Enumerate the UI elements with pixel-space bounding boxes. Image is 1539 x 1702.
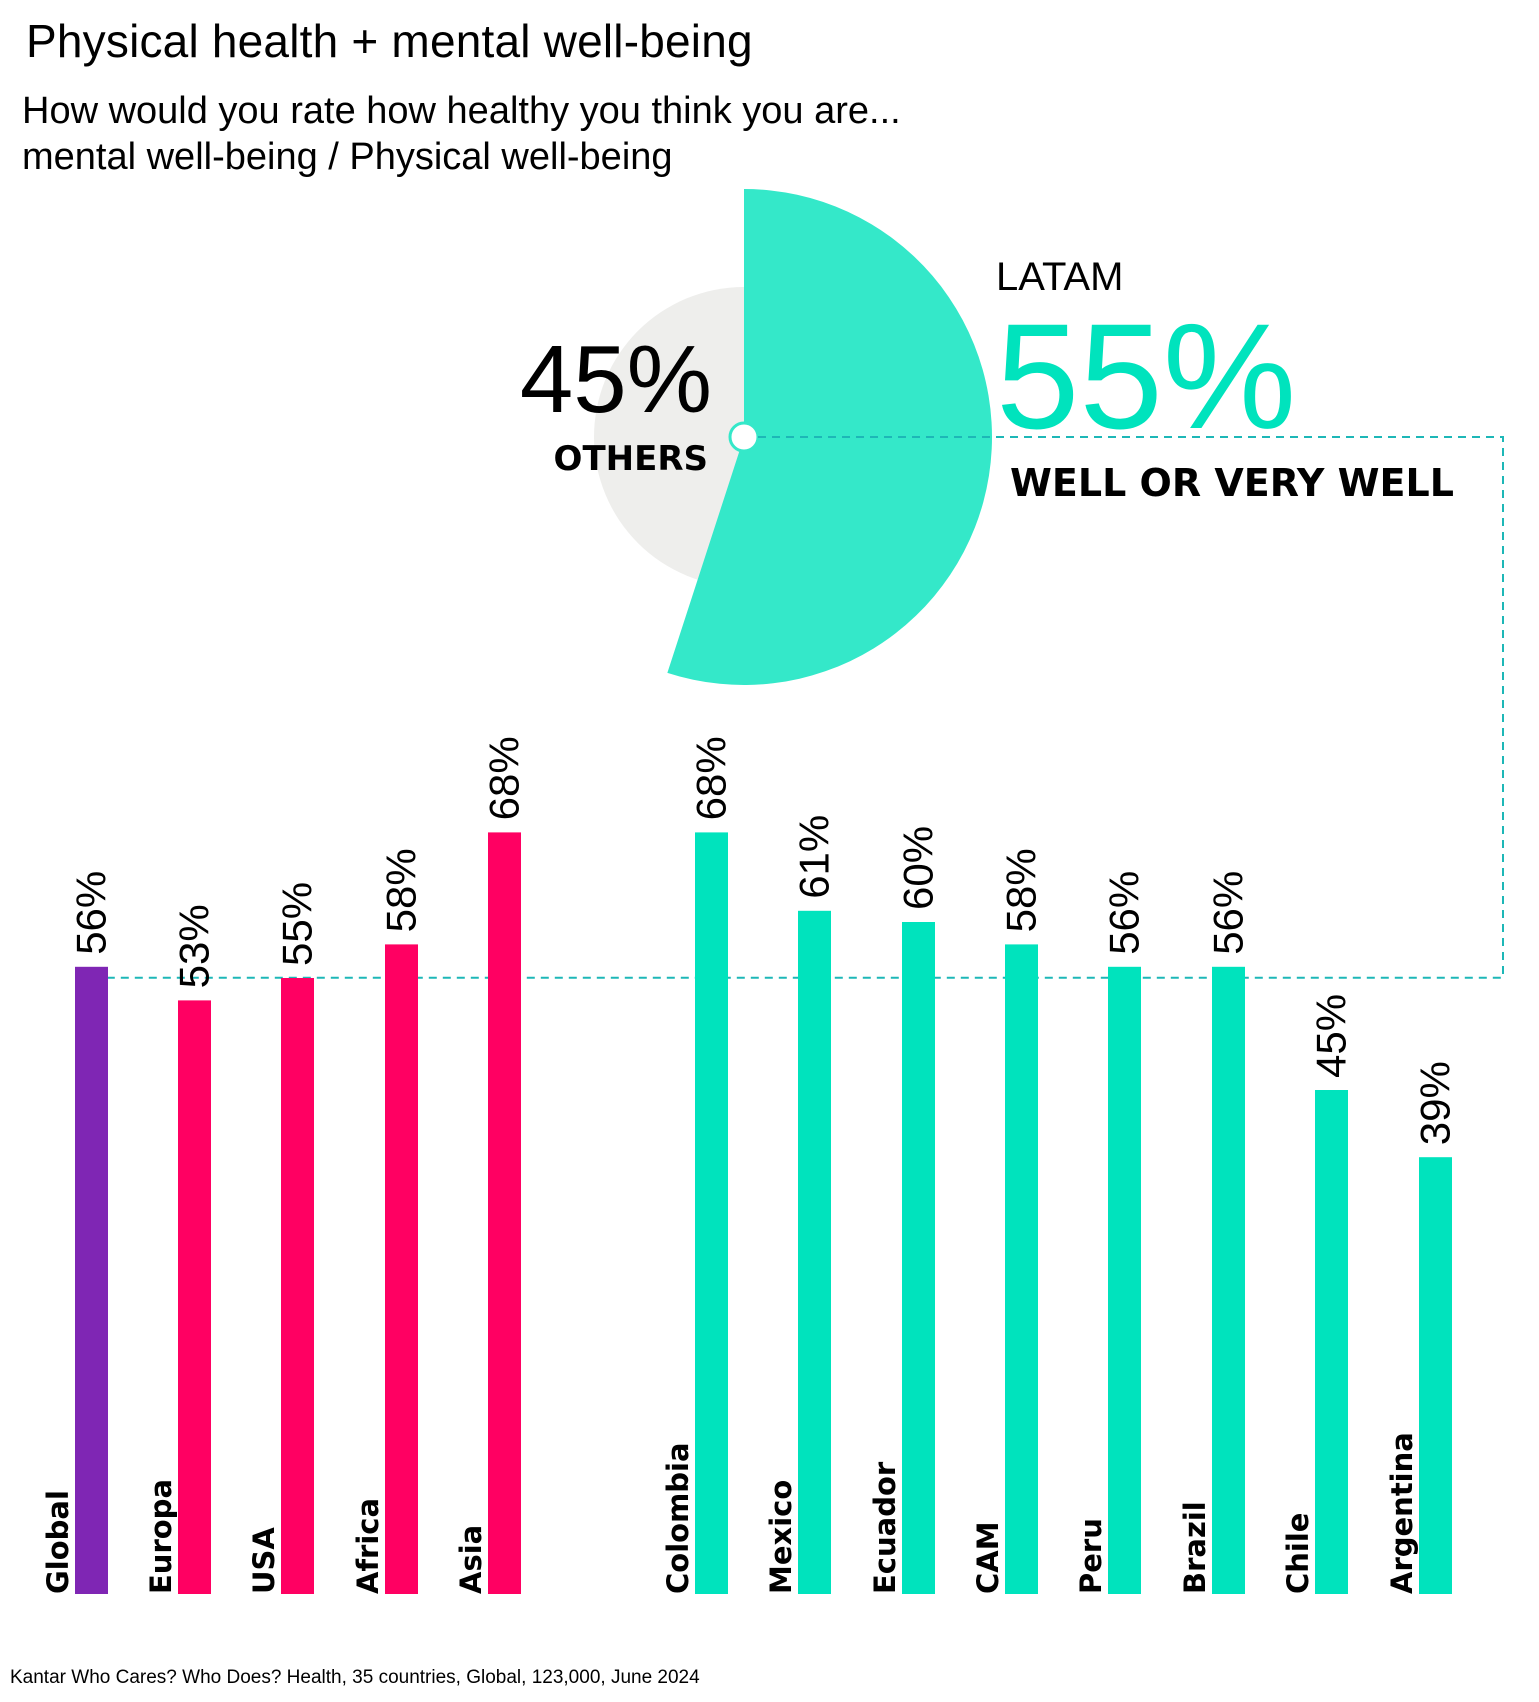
chart-subtitle-line2: mental well-being / Physical well-being <box>22 136 673 178</box>
bar-value-label: 56% <box>1205 871 1252 955</box>
bar-argentina <box>1419 1157 1452 1594</box>
category-label: Chile <box>1281 1513 1315 1594</box>
category-label: Ecuador <box>868 1461 902 1594</box>
bar-value-label: 61% <box>791 815 838 899</box>
category-label: Peru <box>1074 1518 1108 1594</box>
bar-value-label: 45% <box>1308 994 1355 1078</box>
bar-value-label: 68% <box>688 736 735 820</box>
category-label: Africa <box>351 1498 385 1594</box>
bar-europa <box>178 1000 211 1594</box>
category-label: Asia <box>454 1525 488 1594</box>
bar-value-label: 56% <box>68 871 115 955</box>
chart-subtitle-line1: How would you rate how healthy you think… <box>22 90 901 132</box>
bar-asia <box>488 832 521 1594</box>
bar-peru <box>1108 966 1141 1594</box>
category-label: Brazil <box>1178 1501 1212 1594</box>
bar-colombia <box>695 832 728 1594</box>
bar-value-label: 58% <box>998 848 1045 932</box>
bar-chart: 56% Global 53% Europa 55% USA 58% Africa 68% Asia… <box>41 736 1459 1594</box>
latam-region-label: LATAM <box>996 255 1123 299</box>
others-name-label: OTHERS <box>554 439 708 479</box>
reference-dashed-line <box>108 436 1504 979</box>
category-label: Mexico <box>764 1480 798 1594</box>
category-label: CAM <box>971 1521 1005 1594</box>
latam-percent-label: 55% <box>996 292 1296 460</box>
chart-title: Physical health + mental well-being <box>26 15 753 67</box>
category-label: Global <box>41 1490 75 1594</box>
latam-name-label: WELL OR VERY WELL <box>1010 461 1454 505</box>
bar-ecuador <box>902 922 935 1594</box>
category-label: USA <box>247 1527 281 1594</box>
bar-global <box>75 966 108 1594</box>
bar-value-label: 53% <box>171 904 218 988</box>
source-footnote: Kantar Who Cares? Who Does? Health, 35 c… <box>10 1667 700 1688</box>
bar-chile <box>1315 1090 1348 1594</box>
bar-value-label: 39% <box>1412 1061 1459 1145</box>
connector-dashed-line <box>108 436 1504 979</box>
pie-center-dot <box>728 421 760 453</box>
bar-usa <box>281 978 314 1594</box>
bar-value-label: 60% <box>895 826 942 910</box>
bar-value-label: 68% <box>481 736 528 820</box>
bar-cam <box>1005 944 1038 1594</box>
others-percent-label: 45% <box>520 326 712 433</box>
category-label: Colombia <box>661 1442 695 1594</box>
bar-brazil <box>1212 966 1245 1594</box>
category-label: Europa <box>144 1479 178 1594</box>
bar-mexico <box>798 910 831 1594</box>
category-label: Argentina <box>1385 1432 1419 1594</box>
pie-labels: 45% OTHERS LATAM 55% WELL OR VERY WELL <box>520 255 1454 505</box>
bar-value-label: 56% <box>1101 871 1148 955</box>
bar-value-label: 58% <box>378 848 425 932</box>
bar-value-label: 55% <box>274 882 321 966</box>
bar-africa <box>385 944 418 1594</box>
